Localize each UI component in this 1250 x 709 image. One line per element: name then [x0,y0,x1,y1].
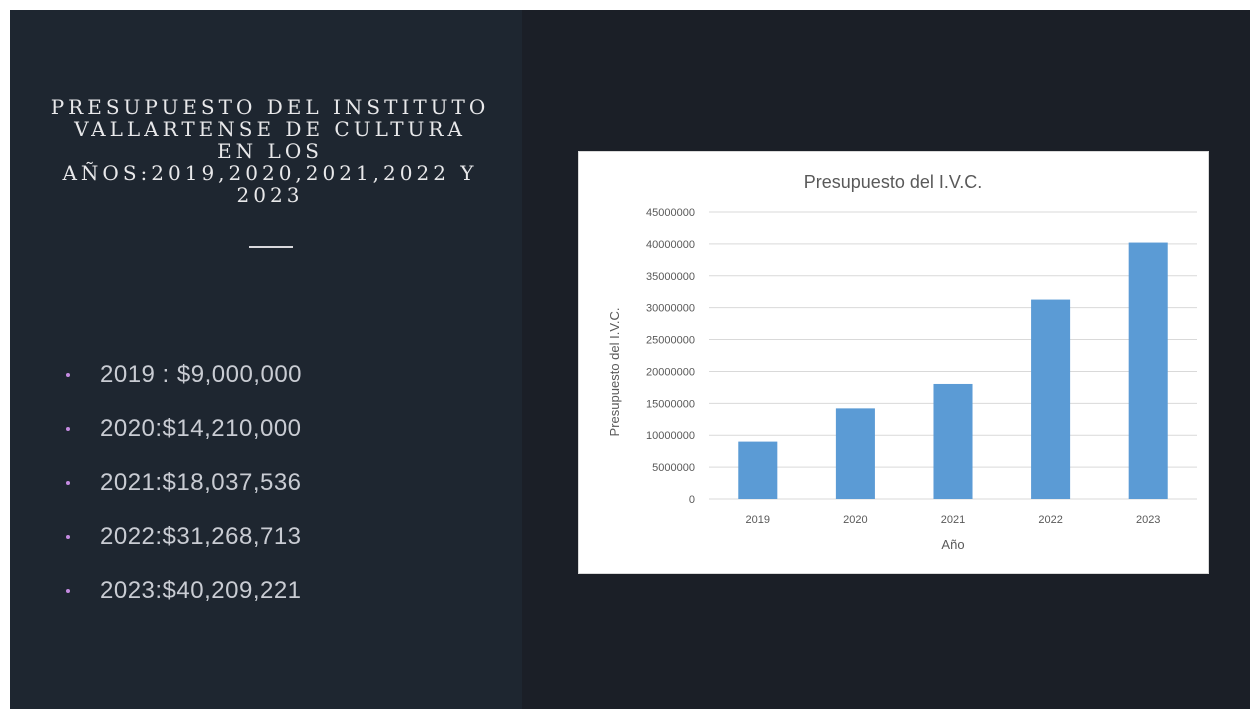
bar-2023 [1128,242,1168,499]
y-tick-label: 40000000 [646,239,695,251]
y-tick-label: 10000000 [646,430,695,442]
chart-card: Presupuesto del I.V.C. 0 5000000 10000000 1… [578,151,1209,574]
bullet-icon [66,589,70,593]
x-tick-labels: 2019 2020 2021 2022 2023 [746,514,1161,526]
bar-2021 [933,383,973,499]
list-item: 2022:$31,268,713 [66,510,302,564]
x-tick-label: 2021 [941,514,965,526]
y-tick-label: 25000000 [646,335,695,347]
list-item: 2020:$14,210,000 [66,402,302,456]
grid-lines [709,211,1197,500]
y-tick-label: 15000000 [646,398,695,410]
x-tick-label: 2023 [1136,514,1160,526]
budget-list: 2019 : $9,000,000 2020:$14,210,000 2021:… [66,348,302,618]
list-item: 2019 : $9,000,000 [66,348,302,402]
bullet-icon [66,535,70,539]
chart-title: Presupuesto del I.V.C. [804,172,982,192]
x-tick-label: 2019 [746,514,770,526]
y-tick-label: 5000000 [652,462,695,474]
list-item-text: 2019 : $9,000,000 [100,361,303,388]
y-tick-label: 30000000 [646,303,695,315]
bullet-icon [66,481,70,485]
y-tick-label: 0 [689,494,695,506]
list-item-text: 2023:$40,209,221 [100,577,302,604]
list-item-text: 2022:$31,268,713 [100,523,302,550]
slide: Presupuesto del Instituto Vallartense de… [10,10,1250,709]
bars [738,242,1168,499]
x-axis-label: Año [941,537,964,552]
bar-2022 [1031,299,1071,499]
list-item-text: 2021:$18,037,536 [100,469,302,496]
y-axis-label: Presupuesto del I.V.C. [607,308,622,437]
bar-2019 [738,441,778,499]
y-tick-labels: 0 5000000 10000000 15000000 20000000 25000000… [646,207,695,506]
list-item: 2021:$18,037,536 [66,456,302,510]
bullet-icon [66,373,70,377]
list-item: 2023:$40,209,221 [66,564,302,618]
slide-title: Presupuesto del Instituto Vallartense de… [50,95,490,207]
bar-chart: Presupuesto del I.V.C. 0 5000000 10000000 1… [607,172,1197,552]
title-divider [249,246,293,248]
x-tick-label: 2020 [843,514,867,526]
y-tick-label: 45000000 [646,207,695,219]
x-tick-label: 2022 [1038,514,1062,526]
left-panel: Presupuesto del Instituto Vallartense de… [10,10,522,709]
y-tick-label: 35000000 [646,271,695,283]
bar-2020 [835,408,875,499]
y-tick-label: 20000000 [646,366,695,378]
bullet-icon [66,427,70,431]
list-item-text: 2020:$14,210,000 [100,415,302,442]
